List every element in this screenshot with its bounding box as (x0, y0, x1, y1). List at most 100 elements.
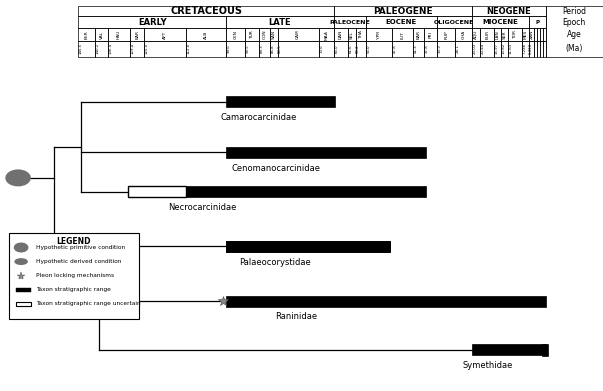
Text: EOCENE: EOCENE (386, 19, 417, 25)
Text: CAM: CAM (296, 30, 300, 39)
Bar (472, 28, 480, 41)
Bar (348, 28, 356, 41)
Text: 5.333: 5.333 (529, 43, 533, 54)
Bar (543, 41, 546, 57)
Text: 83.5: 83.5 (278, 45, 282, 53)
Text: (Ma): (Ma) (566, 44, 583, 54)
Bar (226, 28, 245, 41)
Bar (494, 28, 501, 41)
Bar (494, 41, 501, 57)
Bar (226, 16, 333, 28)
Text: 61.6: 61.6 (349, 45, 353, 53)
Text: 136.4: 136.4 (108, 43, 112, 54)
Bar (472, 41, 480, 57)
Bar (455, 41, 472, 57)
Text: 56.0: 56.0 (367, 45, 370, 53)
Text: 20.44: 20.44 (481, 43, 485, 54)
Bar (437, 28, 455, 41)
Text: 99.6: 99.6 (226, 45, 230, 53)
Bar (226, 296, 546, 307)
Bar (226, 41, 245, 57)
Bar (534, 28, 537, 41)
Bar (392, 41, 413, 57)
Bar (245, 41, 259, 57)
Text: MES: MES (523, 30, 528, 39)
Bar (543, 28, 546, 41)
Bar (537, 28, 540, 41)
Bar (130, 41, 144, 57)
Text: OLIGOCENE: OLIGOCENE (434, 20, 475, 25)
Text: Symethidae: Symethidae (463, 361, 513, 370)
Text: BAR: BAR (417, 30, 421, 39)
Ellipse shape (35, 265, 52, 274)
Text: YPR: YPR (377, 30, 381, 39)
Bar (480, 41, 494, 57)
Text: Taxon stratigraphic range: Taxon stratigraphic range (36, 287, 110, 292)
Text: LAN: LAN (496, 30, 500, 39)
Text: 15.97: 15.97 (495, 43, 499, 54)
Bar (245, 28, 259, 41)
Circle shape (14, 243, 28, 252)
Bar (542, 344, 548, 356)
Bar (226, 96, 335, 107)
Bar (529, 16, 546, 28)
Text: 125.0: 125.0 (145, 43, 149, 54)
Text: LUT: LUT (400, 30, 405, 39)
Text: 37.8: 37.8 (425, 45, 429, 53)
Bar (186, 186, 426, 197)
Text: CEN: CEN (233, 30, 238, 39)
Bar (437, 41, 455, 57)
Bar (540, 41, 543, 57)
Text: 66.0: 66.0 (334, 45, 338, 53)
Bar (319, 28, 333, 41)
Text: Age: Age (567, 30, 582, 39)
Text: Taxon stratigraphic range uncertain: Taxon stratigraphic range uncertain (36, 301, 140, 306)
Bar (522, 28, 529, 41)
Bar (366, 16, 437, 28)
Text: APT: APT (163, 30, 167, 39)
Bar (95, 41, 107, 57)
Text: 33.9: 33.9 (437, 45, 441, 53)
Text: 11.63: 11.63 (509, 43, 513, 54)
Bar (319, 41, 333, 57)
Text: AQU: AQU (474, 30, 478, 39)
Bar (546, 6, 603, 57)
Text: CHA: CHA (462, 30, 466, 39)
Text: 112.0: 112.0 (186, 43, 191, 54)
Bar (144, 41, 186, 57)
Bar (472, 344, 546, 355)
Bar (16, 302, 31, 306)
Bar (540, 28, 543, 41)
Text: Camarocarcinidae: Camarocarcinidae (221, 113, 297, 122)
Text: PRI: PRI (429, 31, 432, 38)
Bar (522, 41, 529, 57)
Bar (270, 28, 277, 41)
Text: SEL: SEL (350, 30, 354, 39)
Text: 13.82: 13.82 (502, 43, 506, 54)
Text: LATE: LATE (268, 18, 291, 27)
Text: EARLY: EARLY (138, 18, 166, 27)
Text: 89.3: 89.3 (259, 45, 264, 53)
Text: MIOCENE: MIOCENE (482, 19, 518, 25)
Bar (277, 41, 319, 57)
Bar (529, 28, 534, 41)
Text: VAL: VAL (99, 30, 104, 39)
Bar (78, 28, 95, 41)
Bar (501, 41, 508, 57)
Text: THA: THA (359, 30, 363, 39)
Bar (537, 41, 540, 57)
Bar (437, 16, 472, 28)
Bar (277, 28, 319, 41)
Text: ALB: ALB (204, 30, 208, 39)
Bar (130, 28, 144, 41)
Text: BAR: BAR (135, 30, 139, 39)
Text: BER: BER (85, 30, 89, 39)
Bar (333, 28, 348, 41)
Text: 85.8: 85.8 (271, 45, 275, 53)
Bar (480, 28, 494, 41)
Circle shape (6, 170, 30, 186)
Bar (144, 28, 186, 41)
Text: DAN: DAN (339, 30, 343, 39)
Bar (472, 6, 546, 16)
Bar (366, 41, 392, 57)
